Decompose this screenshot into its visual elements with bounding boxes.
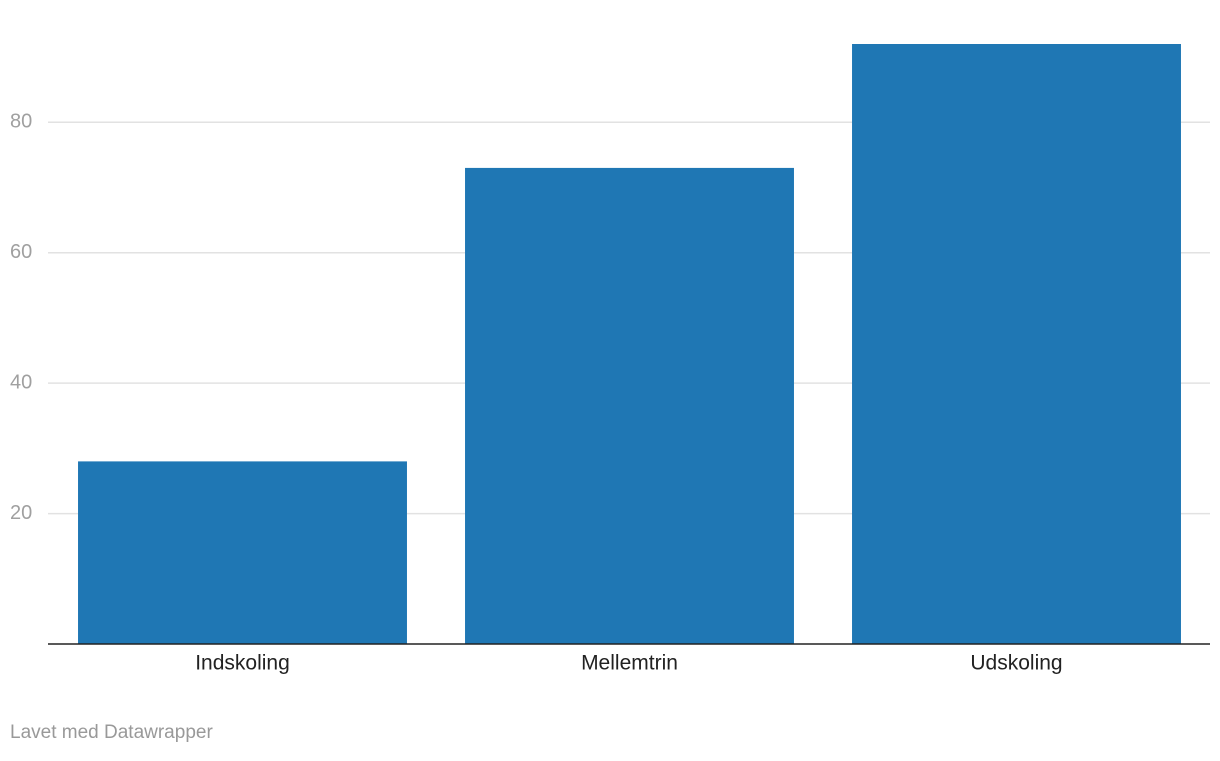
x-tick-label: Mellemtrin [581,652,678,675]
bar [78,461,407,644]
x-tick-label: Indskoling [195,652,290,675]
bar [465,167,794,645]
y-tick-label: 20 [10,502,32,524]
y-tick-label: 60 [10,241,32,263]
bar [852,44,1181,644]
x-tick-label: Udskoling [970,652,1062,675]
y-tick-label: 40 [10,371,32,393]
y-tick-label: 80 [10,111,32,133]
credit: Lavet med Datawrapper [10,722,213,743]
